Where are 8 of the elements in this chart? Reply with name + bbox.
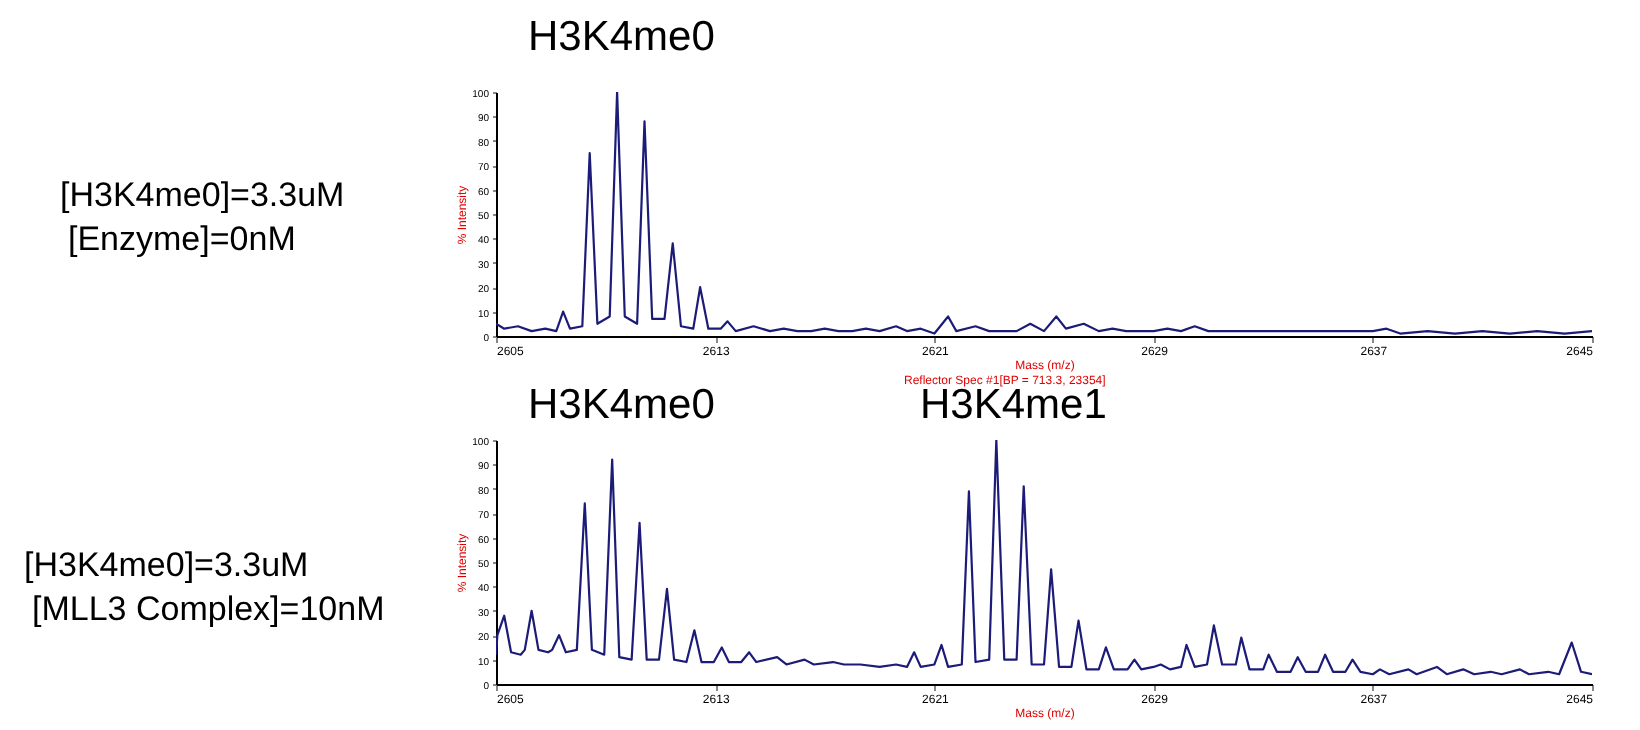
text: [MLL3 Complex]=10nM <box>30 588 385 632</box>
text: [H3K4me0]=3.3uM <box>60 174 345 218</box>
line-series <box>496 92 1592 335</box>
text: H3K4me0 <box>528 382 715 428</box>
line-series <box>496 440 1592 676</box>
text: [H3K4me0]=3.3uM <box>24 544 311 588</box>
text: H3K4me0 <box>528 14 715 60</box>
text: [Enzyme]=0nM <box>66 218 298 262</box>
